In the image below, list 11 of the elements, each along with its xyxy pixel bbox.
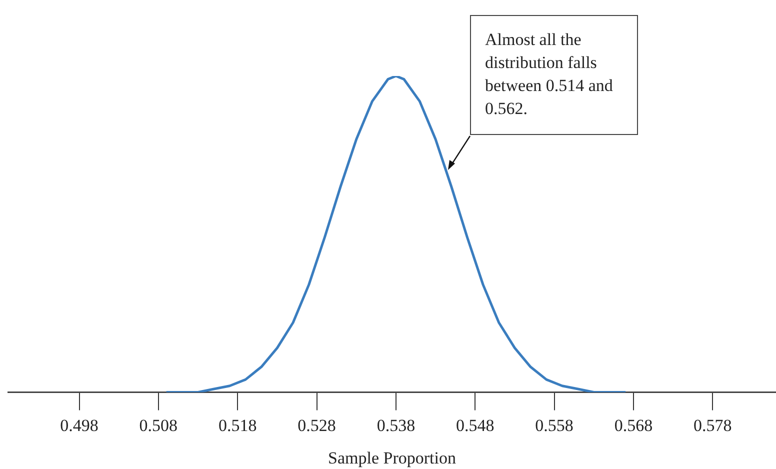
annotation: Almost all the distribution falls between 0.514 and 0.562.: [470, 15, 638, 135]
x-tick-label: 0.528: [298, 416, 336, 435]
x-tick-label: 0.538: [376, 416, 416, 435]
x-tick-label: 0.518: [218, 416, 257, 435]
x-tick-label: 0.508: [139, 416, 178, 435]
x-axis-title: Sample Proportion: [328, 448, 456, 468]
x-tick-label: 0.558: [535, 416, 574, 435]
x-tick-label: 0.578: [694, 416, 732, 435]
x-tick-label: 0.568: [614, 416, 653, 435]
x-tick-label: 0.498: [60, 416, 98, 435]
x-tick-label: 0.548: [456, 416, 494, 435]
